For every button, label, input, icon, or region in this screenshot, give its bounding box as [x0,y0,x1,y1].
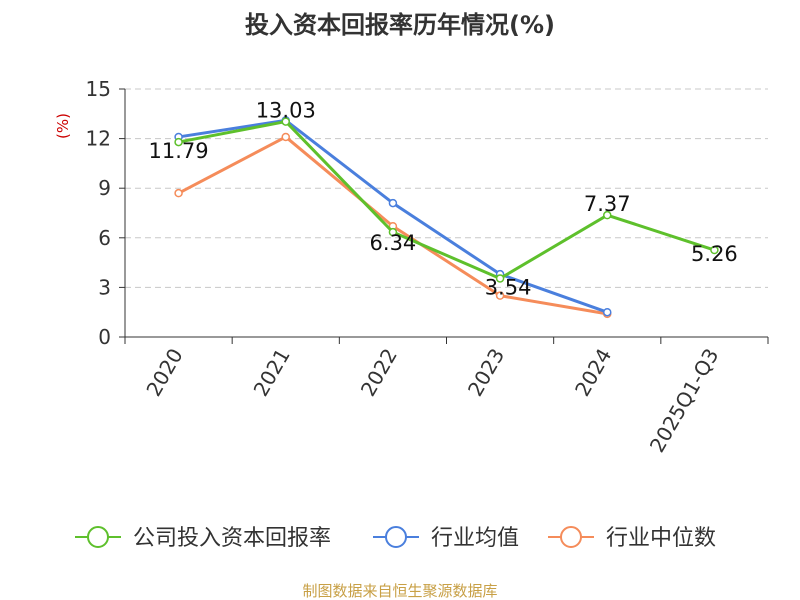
data-label: 7.37 [584,192,631,216]
data-point [174,188,183,198]
legend-label: 行业中位数 [606,526,716,551]
axis-layer: 0 3 6 9 12 15 2020 2021 2022 2023 2024 2025Q1-Q3 [86,77,769,457]
series-layer [174,116,719,319]
y-tick-label: 12 [86,127,111,151]
chart-title: 投入资本回报率历年情况(%) [245,11,555,39]
y-tick-label: 0 [98,325,111,349]
legend-item: 行业中位数 [548,526,716,551]
data-point [388,227,398,237]
legend-swatch-marker [560,526,582,548]
legend-label: 行业均值 [431,526,519,551]
legend-swatch-marker [87,526,109,548]
data-point [388,198,398,208]
x-tick-label: 2020 [141,344,187,400]
y-tick-label: 3 [98,275,111,299]
y-axis-unit-label: (%) [54,113,72,139]
legend-item: 行业均值 [373,526,519,551]
y-tick-label: 15 [86,77,111,101]
x-tick-label: 2021 [249,344,295,400]
data-point [603,307,612,317]
x-tick-label: 2025Q1-Q3 [645,344,724,456]
series-line [177,118,609,314]
x-tick-label: 2022 [356,344,402,400]
legend-item: 公司投入资本回报率 [75,526,331,551]
data-point [174,137,183,147]
grid-layer [125,88,768,288]
data-point [281,132,290,142]
y-tick-label: 6 [98,226,111,250]
x-tick-label: 2024 [570,344,616,400]
series-line [177,120,716,280]
data-label: 5.26 [691,242,738,266]
data-point [710,245,719,255]
data-label: 3.54 [485,275,532,299]
data-point [281,117,290,126]
x-tick-label: 2023 [463,344,509,400]
data-point [495,291,505,300]
data-label: 13.03 [256,99,316,123]
y-tick-label: 9 [98,176,111,200]
data-label: 6.34 [370,231,417,255]
data-point [603,210,612,220]
data-label: 11.79 [149,139,209,163]
legend-swatch-marker [385,526,407,548]
legend: 公司投入资本回报率 行业均值 行业中位数 [75,526,716,551]
data-point [495,274,505,283]
data-label-layer: 11.79 13.03 6.34 3.54 7.37 5.26 [149,99,738,300]
legend-label: 公司投入资本回报率 [133,526,331,551]
source-note: 制图数据来自恒生聚源数据库 [302,582,497,600]
